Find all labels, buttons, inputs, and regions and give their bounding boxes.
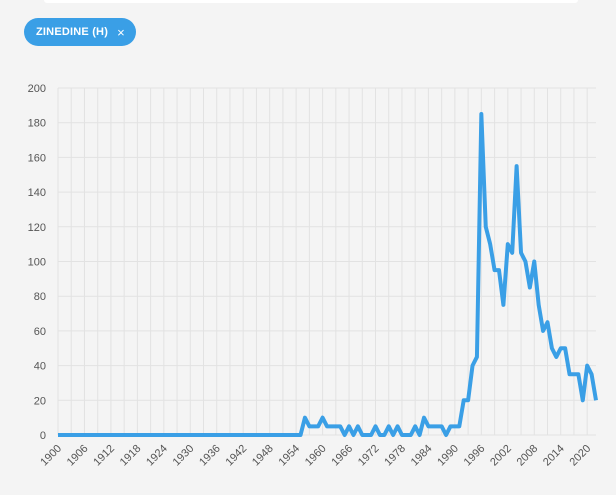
- y-tick-label: 160: [28, 152, 46, 164]
- x-tick-label: 1990: [435, 443, 461, 469]
- x-tick-label: 1984: [409, 443, 435, 469]
- x-tick-label: 1960: [303, 443, 329, 469]
- line-chart: 0 20 40 60 80 100 120 140 160 180 200 1900 1906 1912…: [28, 83, 598, 469]
- y-tick-label: 200: [28, 83, 46, 95]
- filter-chip[interactable]: ZINEDINE (H) ×: [24, 18, 136, 46]
- y-axis-ticks: 0 20 40 60 80 100 120 140 160 180 200: [28, 83, 46, 442]
- x-tick-label: 1948: [250, 443, 276, 469]
- x-axis-ticks: 1900 1906 1912 1918 1924 1930 1936 1942 1948 1954…: [38, 443, 593, 469]
- x-tick-label: 1942: [224, 443, 250, 469]
- x-tick-label: 1906: [65, 443, 91, 469]
- y-tick-label: 120: [28, 222, 46, 234]
- series-line: [58, 112, 598, 437]
- x-tick-label: 2014: [541, 443, 567, 469]
- y-tick-label: 40: [34, 361, 46, 373]
- x-tick-label: 1924: [144, 443, 170, 469]
- y-tick-label: 140: [28, 187, 46, 199]
- chart-series: [58, 112, 598, 437]
- x-tick-label: 1978: [382, 443, 408, 469]
- x-tick-label: 1996: [462, 443, 488, 469]
- x-tick-label: 1936: [197, 443, 223, 469]
- chart-grid: [57, 87, 596, 436]
- x-tick-label: 1900: [38, 443, 64, 469]
- top-panel-edge: [44, 0, 578, 3]
- x-tick-label: 2020: [568, 443, 594, 469]
- y-tick-label: 20: [34, 395, 46, 407]
- x-tick-label: 1918: [118, 443, 144, 469]
- y-tick-label: 180: [28, 118, 46, 130]
- y-tick-label: 0: [40, 430, 46, 442]
- y-tick-label: 100: [28, 257, 46, 269]
- x-tick-label: 2002: [488, 443, 514, 469]
- x-tick-label: 2008: [515, 443, 541, 469]
- x-tick-label: 1912: [91, 443, 117, 469]
- x-tick-label: 1954: [276, 443, 302, 469]
- close-icon[interactable]: ×: [117, 24, 125, 40]
- x-tick-label: 1930: [171, 443, 197, 469]
- y-tick-label: 60: [34, 326, 46, 338]
- filter-chip-label: ZINEDINE (H): [36, 26, 109, 38]
- y-tick-label: 80: [34, 291, 46, 303]
- x-tick-label: 1972: [356, 443, 382, 469]
- x-tick-label: 1966: [329, 443, 355, 469]
